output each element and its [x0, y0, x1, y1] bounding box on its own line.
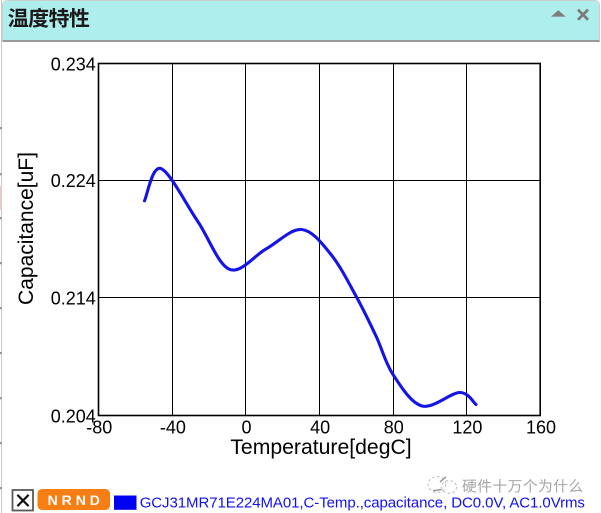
svg-text:40: 40: [310, 418, 330, 438]
svg-text:-80: -80: [86, 418, 112, 438]
svg-text:0.214: 0.214: [51, 289, 96, 309]
svg-text:80: 80: [384, 418, 404, 438]
svg-text:0.224: 0.224: [51, 171, 96, 191]
svg-text:-40: -40: [160, 418, 186, 438]
svg-text:Capacitance[uF]: Capacitance[uF]: [15, 152, 38, 305]
svg-text:160: 160: [526, 418, 556, 438]
svg-text:GCJ31MR71E224MA01,C-Temp.,capa: GCJ31MR71E224MA01,C-Temp.,capacitance, D…: [140, 494, 585, 511]
svg-text:120: 120: [452, 418, 482, 438]
svg-text:Temperature[degC]: Temperature[degC]: [230, 436, 411, 459]
svg-text:0: 0: [241, 418, 251, 438]
svg-text:0.234: 0.234: [51, 55, 96, 75]
svg-text:NRND: NRND: [48, 492, 104, 508]
svg-text:0.204: 0.204: [51, 407, 96, 427]
